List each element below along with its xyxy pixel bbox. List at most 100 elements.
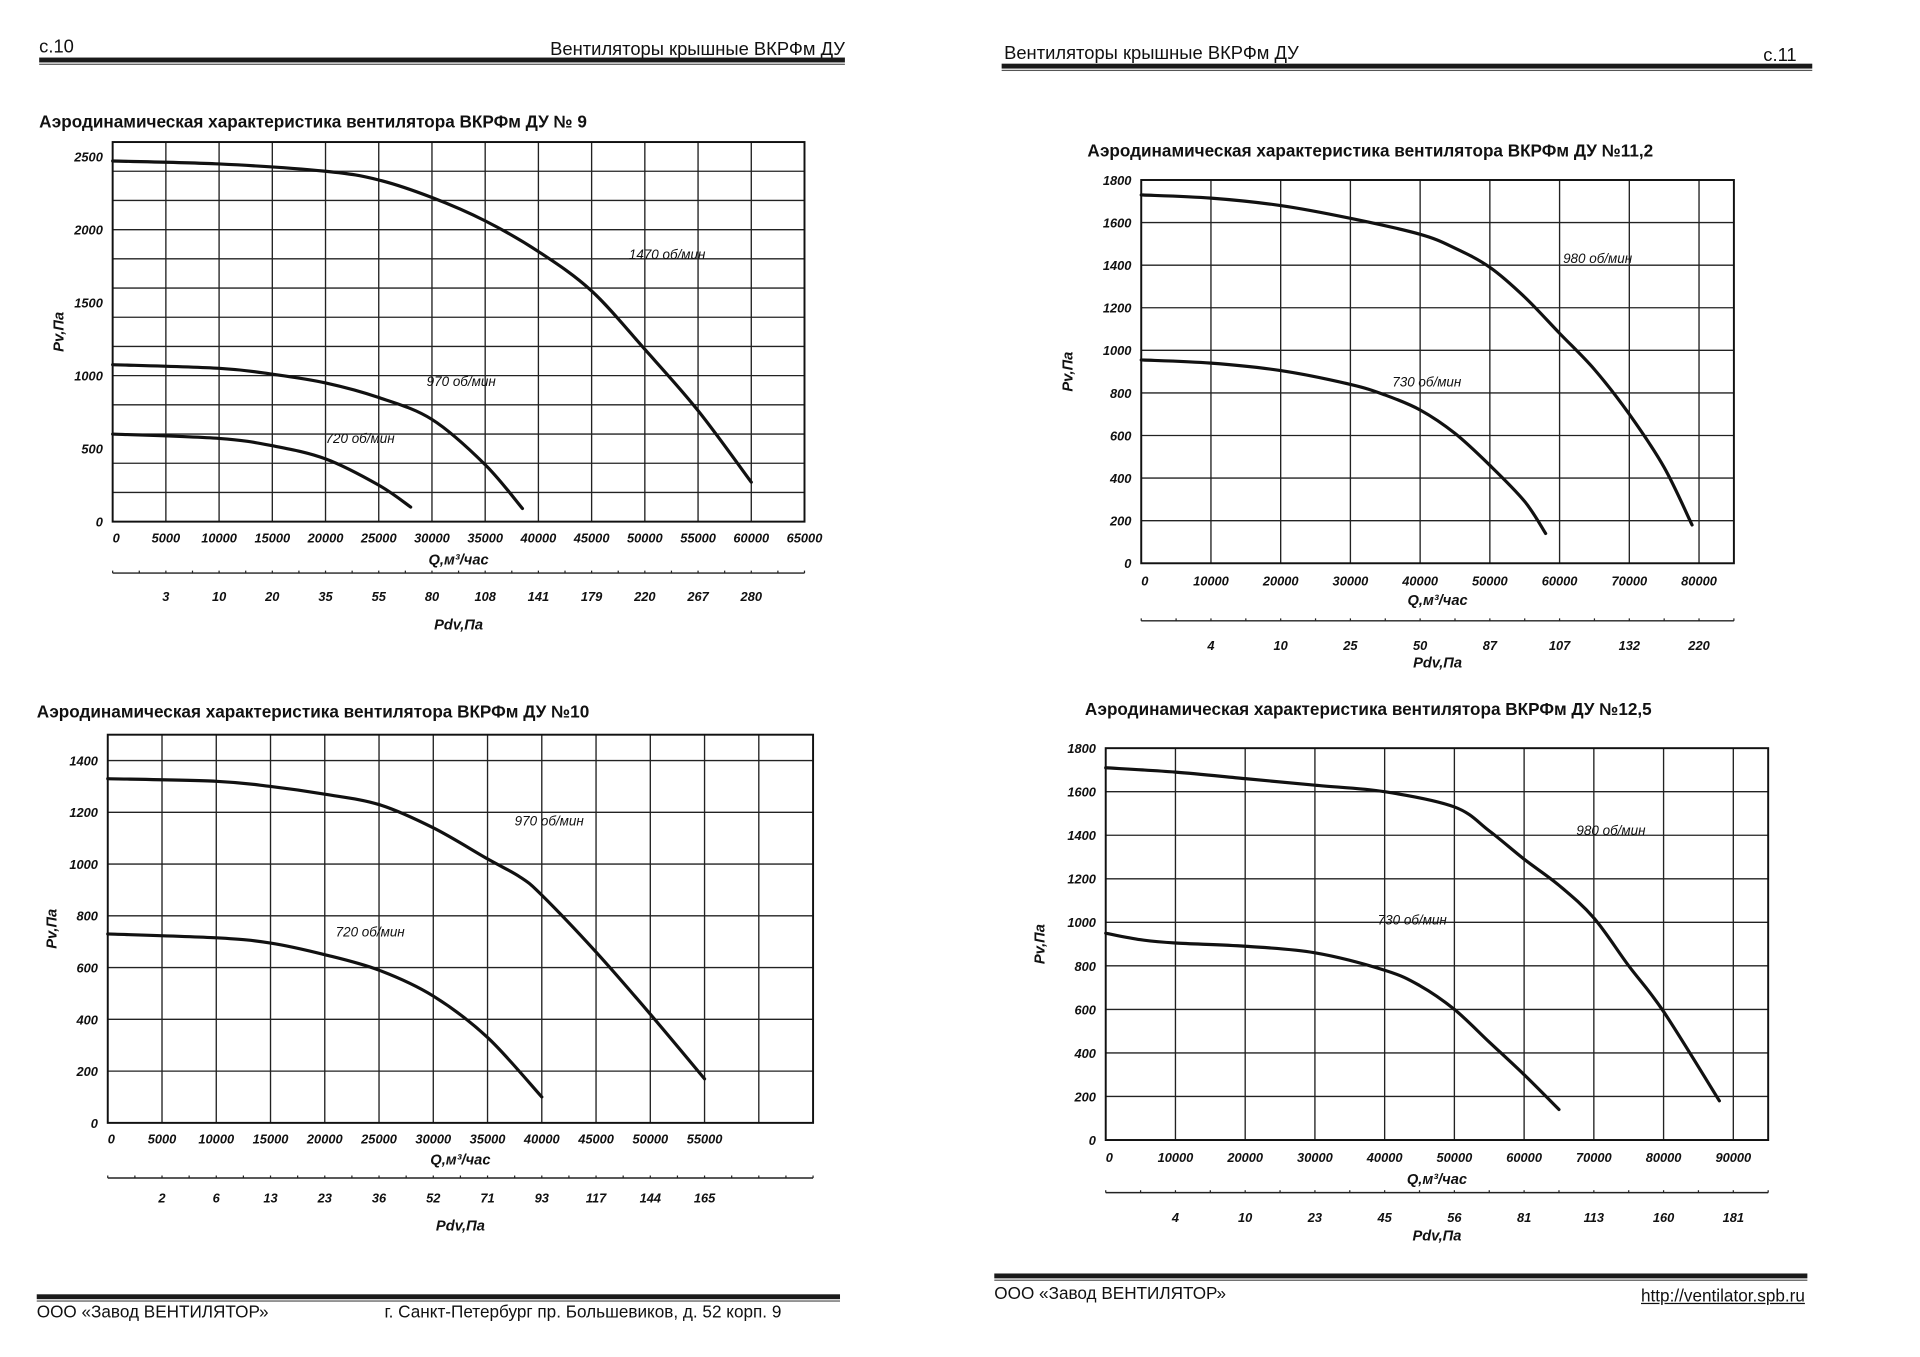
curve-label: 730 об/мин: [1378, 912, 1448, 927]
x-tick-label: 0: [1141, 573, 1149, 588]
y-tick-label: 600: [77, 960, 99, 975]
x-tick-label: 50000: [632, 1132, 669, 1147]
pdv-tick-label: 10: [212, 589, 227, 604]
footer-website-link[interactable]: http://ventilator.spb.ru: [1641, 1285, 1805, 1306]
pdv-tick-label: 20: [264, 589, 280, 604]
fan-curve-720: [111, 432, 413, 509]
chart-title-du12-5: Аэродинамическая характеристика вентилят…: [1084, 699, 1652, 719]
x-axis-title: Q,м³/час: [1407, 593, 1467, 609]
pdv-tick-label: 36: [372, 1190, 387, 1205]
x-tick-label: 25000: [360, 1132, 398, 1147]
x-tick-label: 20000: [1262, 573, 1300, 588]
x-tick-label: 25000: [360, 530, 398, 545]
x-tick-label: 55000: [680, 530, 717, 545]
pdv-tick-label: 93: [535, 1190, 549, 1205]
pdv-tick-label: 6: [213, 1190, 221, 1205]
x-tick-label: 15000: [254, 530, 291, 545]
x-tick-label: 45000: [577, 1132, 615, 1147]
pdv-tick-label: 4: [1171, 1210, 1179, 1225]
x-tick-label: 80000: [1646, 1150, 1683, 1165]
x-tick-label: 20000: [307, 530, 345, 545]
right-footer-rule: [994, 1273, 1808, 1279]
plot-frame: [1104, 747, 1770, 1141]
y-tick-label: 200: [1109, 514, 1132, 529]
y-tick-label: 600: [1074, 1002, 1096, 1017]
x-tick-label: 35000: [470, 1132, 507, 1147]
y-tick-label: 1200: [1103, 301, 1132, 316]
y-tick-label: 400: [76, 1012, 99, 1027]
pdv-tick-label: 23: [317, 1190, 332, 1205]
left-header-rule-thin: [39, 63, 845, 65]
y-tick-label: 800: [1110, 386, 1132, 401]
plot-frame: [106, 733, 815, 1124]
y-tick-label: 1500: [74, 296, 103, 311]
pdv-tick-label: 23: [1307, 1210, 1322, 1225]
x-tick-label: 10000: [1158, 1150, 1195, 1165]
y-tick-label: 800: [1074, 959, 1096, 974]
pdv-tick-label: 3: [162, 589, 169, 604]
x-tick-label: 45000: [573, 530, 611, 545]
plot-frame: [1140, 179, 1735, 565]
x-tick-label: 35000: [467, 530, 504, 545]
x-tick-label: 60000: [1506, 1150, 1543, 1165]
x-tick-label: 30000: [1333, 573, 1370, 588]
y-tick-label: 1200: [69, 805, 98, 820]
y-tick-label: 0: [96, 515, 104, 530]
y-tick-label: 400: [1109, 471, 1132, 486]
curve-label: 730 об/мин: [1392, 375, 1462, 390]
x-tick-label: 40000: [1401, 573, 1439, 588]
right-header-title: Вентиляторы крышные ВКРФм ДУ: [1004, 42, 1299, 64]
curve-label: 720 об/мин: [326, 431, 396, 446]
x-tick-label: 30000: [1297, 1150, 1334, 1165]
x-axis-title: Q,м³/час: [428, 552, 488, 568]
x-axis-title: Q,м³/час: [1407, 1172, 1467, 1188]
y-axis-title: Pv,Па: [1032, 924, 1048, 964]
pdv-tick-label: 165: [694, 1190, 716, 1205]
y-tick-label: 1800: [1067, 741, 1096, 756]
x-tick-label: 60000: [1542, 573, 1579, 588]
x-tick-label: 55000: [687, 1132, 724, 1147]
pdv-tick-label: 181: [1723, 1210, 1744, 1225]
pdv-tick-label: 81: [1517, 1210, 1531, 1225]
y-axis-title: Pv,Па: [44, 909, 60, 949]
y-tick-label: 1000: [1103, 343, 1132, 358]
x-tick-label: 50000: [1437, 1150, 1474, 1165]
x-tick-label: 0: [113, 530, 121, 545]
pdv-tick-label: 10: [1274, 638, 1289, 653]
x-tick-label: 5000: [152, 530, 181, 545]
y-tick-label: 1200: [1067, 872, 1096, 887]
fan-curve-970: [111, 363, 525, 511]
pdv-tick-label: 71: [480, 1190, 494, 1205]
left-footer-rule-thin: [36, 1300, 841, 1302]
chart-title-du10: Аэродинамическая характеристика вентилят…: [36, 701, 590, 722]
pdv-tick-label: 4: [1206, 638, 1214, 653]
chart-0: 0 5000 10000 15000 20000 25000 30000 35000 40000…: [52, 141, 823, 633]
y-axis-title: Pv,Па: [1061, 352, 1077, 392]
pdv-tick-label: 267: [686, 589, 709, 604]
curve-label: 1470 об/мин: [629, 247, 706, 262]
y-tick-label: 1400: [69, 753, 98, 768]
x-tick-label: 20000: [1226, 1150, 1264, 1165]
x-tick-label: 15000: [253, 1132, 290, 1147]
pdv-tick-label: 2: [157, 1190, 166, 1205]
fan-curve-980: [1139, 193, 1694, 527]
y-tick-label: 200: [76, 1064, 99, 1079]
y-tick-label: 1600: [1103, 215, 1132, 230]
pdv-tick-label: 220: [1687, 638, 1710, 653]
pdv-tick-label: 87: [1483, 638, 1498, 653]
chart-title-du11-2: Аэродинамическая характеристика вентилят…: [1087, 140, 1654, 161]
x-tick-label: 50000: [627, 530, 664, 545]
x-tick-label: 30000: [414, 530, 451, 545]
pdv-tick-label: 160: [1653, 1210, 1675, 1225]
pdv-tick-label: 55: [372, 589, 387, 604]
fan-curve-720: [106, 932, 544, 1099]
x-tick-label: 40000: [1366, 1150, 1404, 1165]
right-footer-rule-thin: [994, 1279, 1808, 1281]
x-tick-label: 30000: [415, 1132, 452, 1147]
pdv-tick-label: 220: [633, 589, 656, 604]
x-tick-label: 10000: [201, 530, 238, 545]
x-tick-label: 70000: [1576, 1150, 1613, 1165]
x-tick-label: 5000: [148, 1132, 177, 1147]
chart-1: 0 10000 20000 30000 40000 50000 60000 70000 8000…: [1061, 173, 1735, 671]
